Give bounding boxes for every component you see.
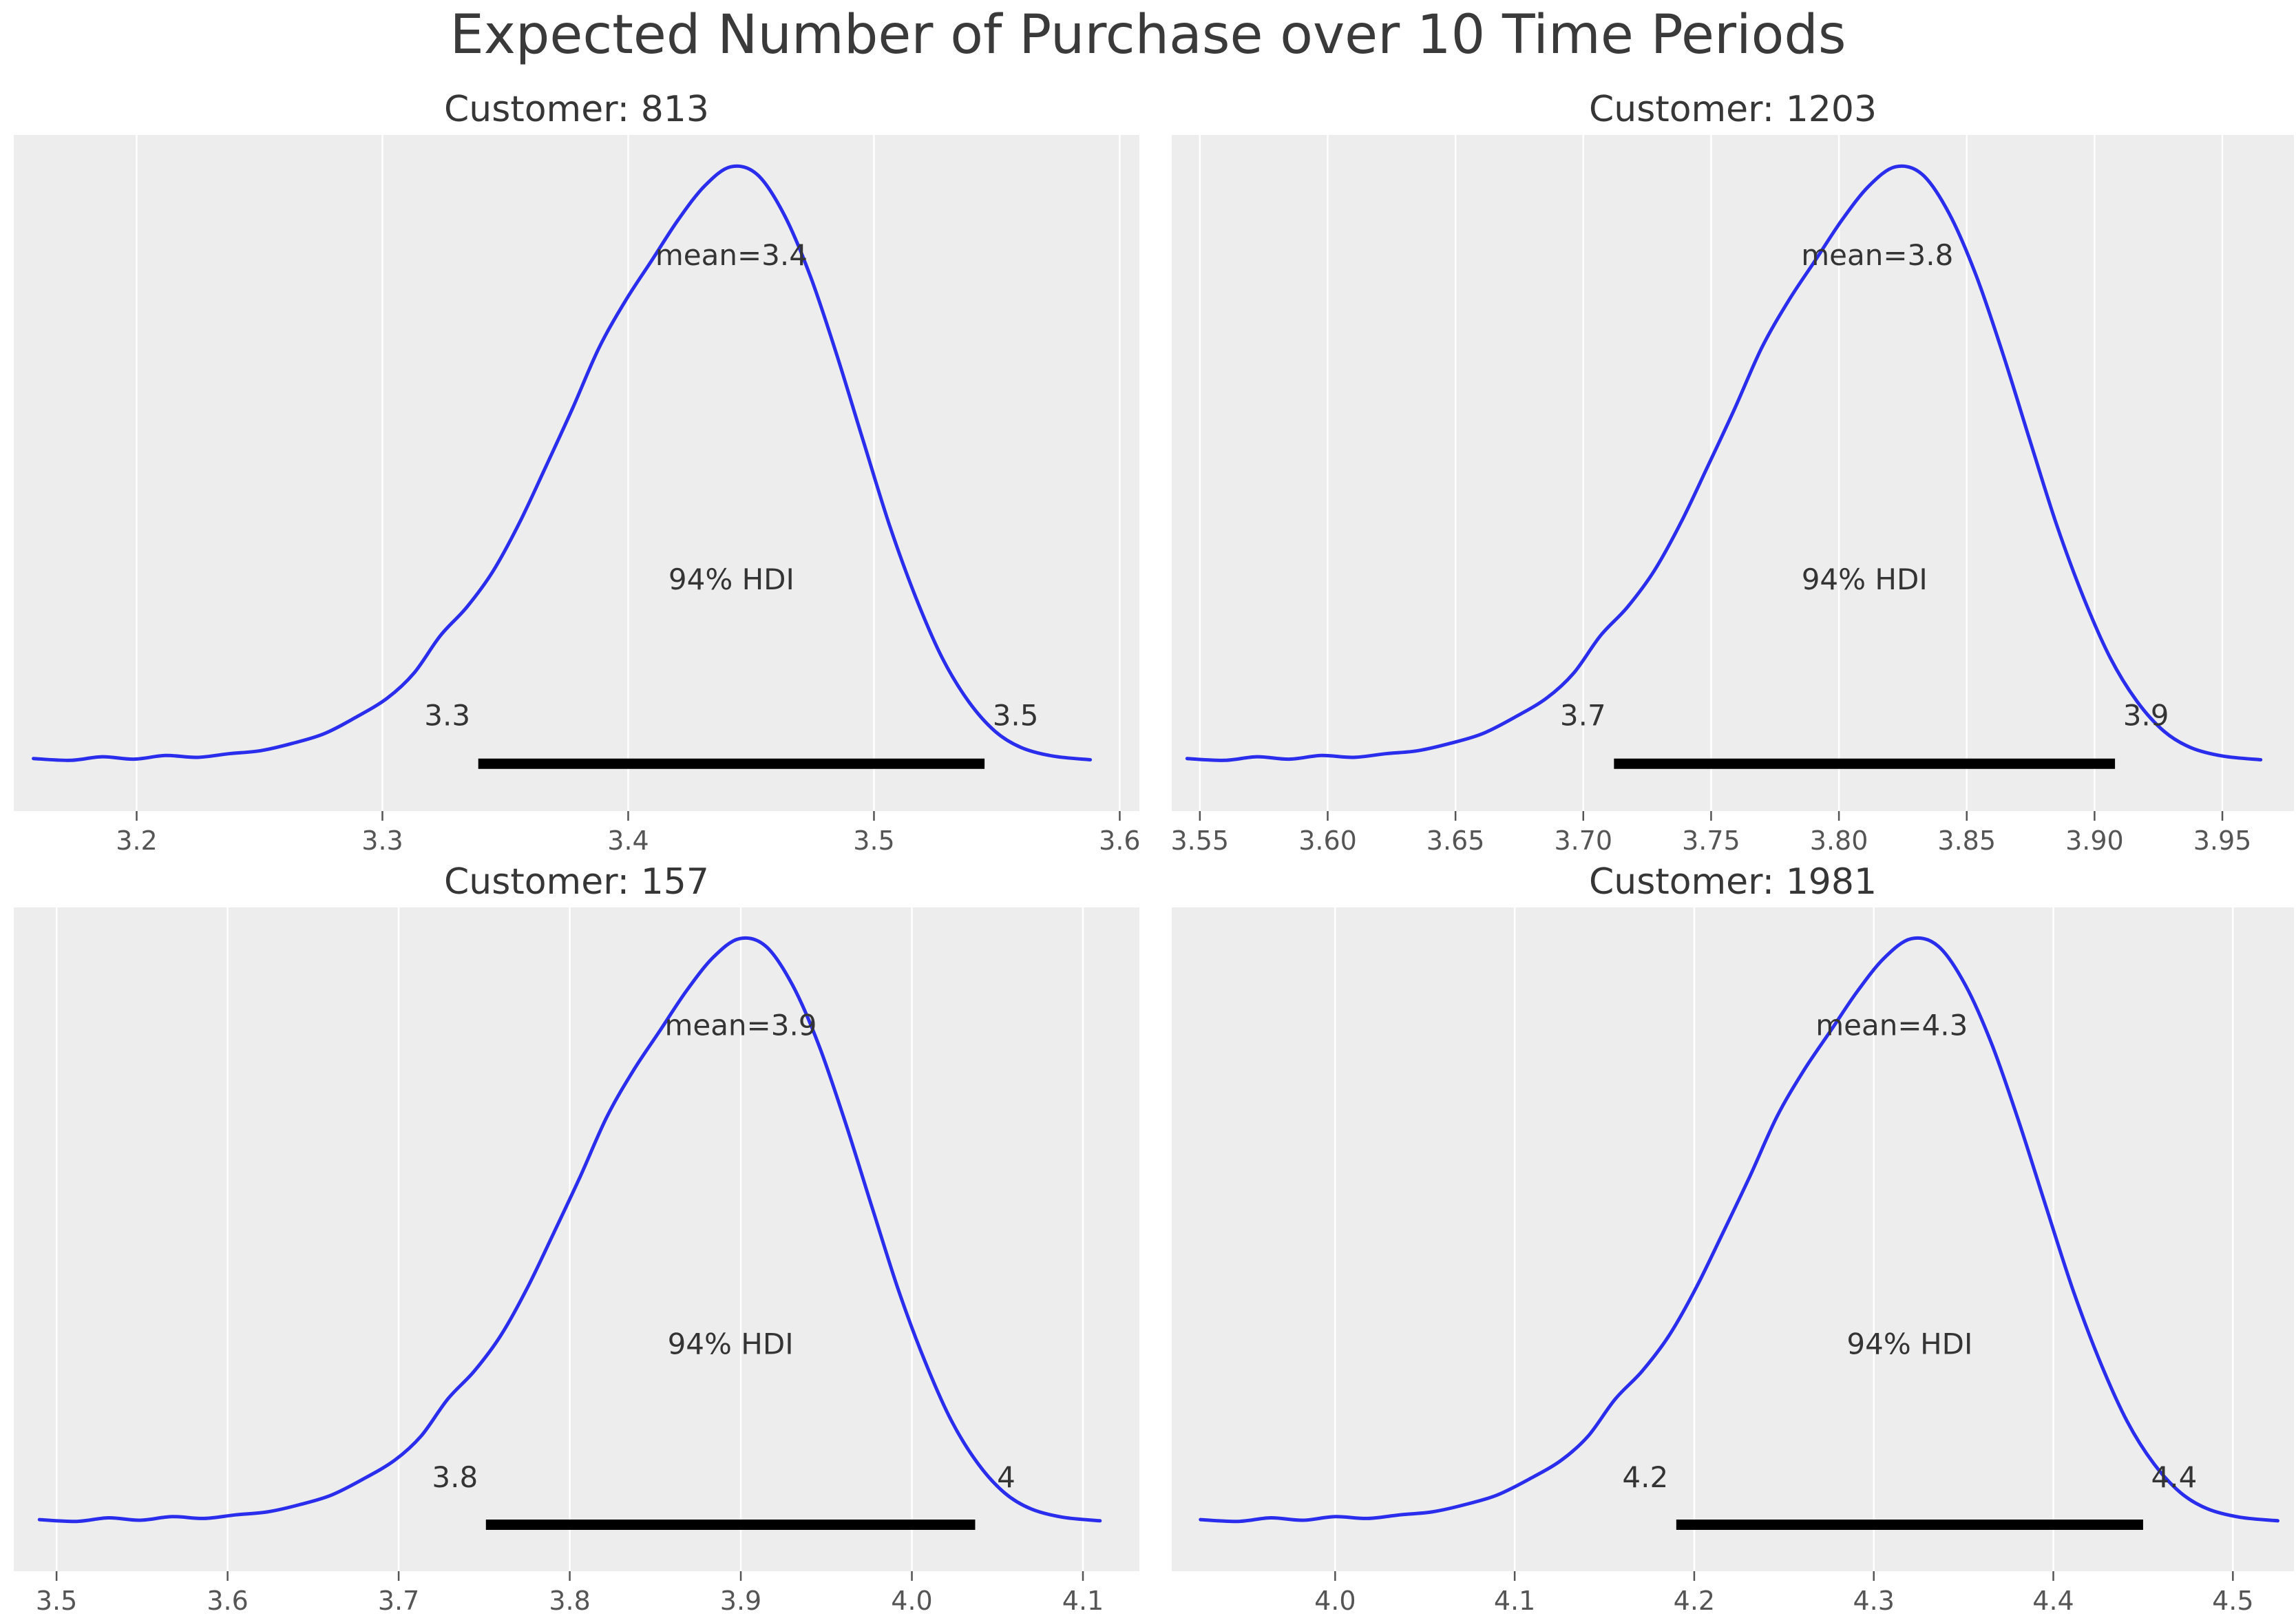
subplot-title: Customer: 813 xyxy=(444,89,709,130)
kde-plot: 3.2 3.3 3.4 3.5 3.6 mean=3.4 94% HDI 3.3 3.5 xyxy=(14,135,1139,856)
x-tick-label: 3.6 xyxy=(1099,826,1139,856)
subplot-customer-1981: Customer: 1981 4.0 4.1 4.2 4.3 4.4 4.5 mean=4.… xyxy=(1172,857,2294,1617)
hdi-upper-value: 3.5 xyxy=(993,699,1039,733)
x-tick-label: 4.2 xyxy=(1674,1586,1715,1616)
kde-curve xyxy=(1185,164,2263,762)
mean-label: mean=3.4 xyxy=(655,238,808,272)
x-tick-label: 4.0 xyxy=(891,1586,932,1616)
hdi-label: 94% HDI xyxy=(668,1327,794,1360)
kde-plot: 3.5 3.6 3.7 3.8 3.9 4.0 4.1 mean=3.9 94% HDI 3.8 4 xyxy=(14,907,1139,1616)
subplot-title: Customer: 1981 xyxy=(1588,861,1877,903)
hdi-lower-value: 3.7 xyxy=(1560,699,1606,733)
hdi-lower-value: 3.8 xyxy=(432,1460,478,1494)
plot-panel xyxy=(14,135,1139,811)
kde-plot: 3.55 3.60 3.65 3.70 3.75 3.80 3.85 3.90 3.95 mean… xyxy=(1172,135,2294,856)
hdi-label: 94% HDI xyxy=(1802,563,1928,596)
hdi-upper-value: 4 xyxy=(997,1460,1015,1494)
x-tick-label: 4.0 xyxy=(1314,1586,1356,1616)
x-tick-label: 3.6 xyxy=(207,1586,248,1616)
x-tick-label: 3.9 xyxy=(720,1586,761,1616)
subplot-customer-813: Customer: 813 3.2 3.3 3.4 3.5 3.6 mean=3.4 94%… xyxy=(14,84,1139,857)
x-tick-label: 3.5 xyxy=(36,1586,77,1616)
subplot-customer-1203: Customer: 1203 3.55 3.60 3.65 3.70 3.75 3.80 3… xyxy=(1172,84,2294,857)
hdi-lower-value: 3.3 xyxy=(424,699,470,733)
plot-panel xyxy=(1172,907,2294,1571)
x-tick-label: 3.7 xyxy=(378,1586,419,1616)
subplot-customer-157: Customer: 157 3.5 3.6 3.7 3.8 3.9 4.0 4.1 mean=… xyxy=(14,857,1139,1617)
x-tick-label: 3.60 xyxy=(1298,826,1357,856)
subplot-title: Customer: 1203 xyxy=(1588,89,1877,130)
x-tick-label: 4.3 xyxy=(1853,1586,1894,1616)
subplot-title: Customer: 157 xyxy=(444,861,709,903)
x-tick-label: 3.95 xyxy=(2193,826,2252,856)
x-tick-label: 3.4 xyxy=(607,826,649,856)
hdi-upper-value: 3.9 xyxy=(2123,699,2169,733)
plot-panel xyxy=(1172,135,2294,811)
x-tick-label: 3.8 xyxy=(549,1586,590,1616)
x-tick-label: 3.70 xyxy=(1554,826,1612,856)
mean-label: mean=3.9 xyxy=(664,1009,817,1042)
x-tick-label: 3.80 xyxy=(1810,826,1868,856)
hdi-upper-value: 4.4 xyxy=(2151,1460,2198,1494)
mean-label: mean=3.8 xyxy=(1801,238,1953,272)
x-tick-label: 4.1 xyxy=(1062,1586,1104,1616)
hdi-label: 94% HDI xyxy=(1846,1327,1972,1360)
x-tick-label: 3.75 xyxy=(1682,826,1740,856)
x-tick-label: 3.55 xyxy=(1172,826,1229,856)
x-tick-label: 4.5 xyxy=(2212,1586,2253,1616)
x-tick-label: 4.1 xyxy=(1494,1586,1535,1616)
x-tick-label: 3.65 xyxy=(1426,826,1485,856)
x-tick-label: 4.4 xyxy=(2032,1586,2074,1616)
x-tick-label: 3.5 xyxy=(853,826,894,856)
hdi-lower-value: 4.2 xyxy=(1622,1460,1668,1494)
kde-plot: 4.0 4.1 4.2 4.3 4.4 4.5 mean=4.3 94% HDI 4.2 4.4 xyxy=(1172,907,2294,1616)
x-tick-label: 3.90 xyxy=(2065,826,2124,856)
mean-label: mean=4.3 xyxy=(1815,1009,1968,1042)
x-tick-label: 3.3 xyxy=(361,826,403,856)
x-tick-label: 3.2 xyxy=(116,826,157,856)
kde-curve xyxy=(32,164,1093,762)
plot-panel xyxy=(14,907,1139,1571)
kde-curve xyxy=(1199,936,2279,1524)
x-tick-label: 3.85 xyxy=(1937,826,1996,856)
figure-title: Expected Number of Purchase over 10 Time… xyxy=(450,4,1846,66)
hdi-label: 94% HDI xyxy=(668,563,794,596)
kde-curve xyxy=(37,936,1102,1524)
